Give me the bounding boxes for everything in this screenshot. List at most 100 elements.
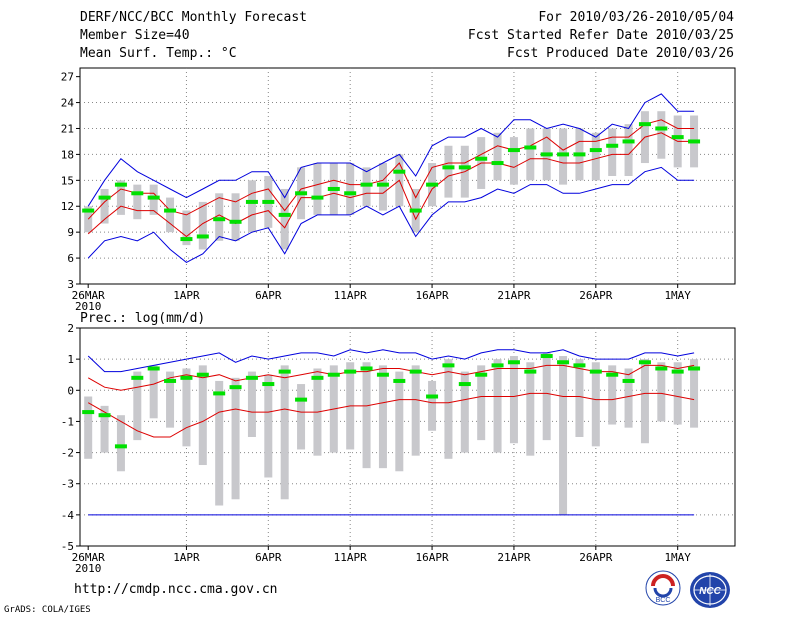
temp-y-tick-label: 21 [61, 122, 74, 135]
prec-spread-box [182, 368, 191, 447]
variable-label: Mean Surf. Temp.: °C [80, 46, 237, 61]
prec-spread-box [362, 362, 371, 469]
prec-spread-box [280, 365, 289, 500]
prec-spread-box [640, 359, 649, 444]
prec-y-tick-label: 1 [67, 353, 74, 366]
temp-x-tick-label: 26MAR [72, 289, 105, 302]
prec-observed-marker [262, 382, 275, 387]
prec-x-tick-label: 11APR [334, 551, 367, 564]
prec-spread-box [395, 371, 404, 472]
prec-spread-box [673, 362, 682, 425]
temp-observed-marker [638, 122, 651, 127]
prec-spread-box [411, 365, 420, 456]
prec-year-label: 2010 [75, 562, 102, 575]
temp-spread-box [166, 197, 175, 233]
temp-observed-marker [229, 219, 242, 224]
temp-observed-marker [98, 195, 111, 200]
prec-observed-marker [295, 397, 308, 402]
temp-spread-box [509, 137, 518, 185]
bcc-logo-text: BCC [656, 597, 671, 604]
temp-spread-box [231, 193, 240, 241]
prec-x-tick-label: 21APR [497, 551, 530, 564]
temp-observed-marker [426, 182, 439, 187]
prec-x-tick-label: 6APR [255, 551, 282, 564]
forecast-period: For 2010/03/26-2010/05/04 [538, 10, 734, 25]
prec-observed-marker [655, 366, 668, 371]
prec-spread-box [84, 396, 93, 459]
temp-spread-box [493, 132, 502, 181]
temp-spread-box [247, 180, 256, 233]
temp-observed-marker [688, 139, 701, 144]
prec-y-tick-label: -3 [61, 478, 74, 491]
temp-observed-marker [82, 208, 95, 213]
temp-observed-marker [180, 237, 193, 242]
prec-observed-marker [540, 354, 553, 359]
prec-observed-marker [114, 444, 127, 449]
temp-lower-line [87, 132, 695, 238]
prec-observed-marker [213, 391, 226, 396]
prec-observed-marker [475, 372, 488, 377]
prec-spread-box [526, 362, 535, 456]
prec-spread-box [509, 356, 518, 444]
temp-observed-marker [409, 208, 422, 213]
prec-spread-box [624, 368, 633, 428]
temp-observed-marker [622, 139, 635, 144]
temp-x-tick-label: 21APR [497, 289, 530, 302]
started-refer-date: Fcst Started Refer Date 2010/03/25 [467, 28, 734, 43]
temp-y-tick-label: 3 [67, 278, 74, 291]
prec-observed-marker [507, 360, 520, 365]
prec-y-tick-label: 0 [67, 384, 74, 397]
temp-y-tick-label: 18 [61, 148, 74, 161]
temp-observed-marker [327, 186, 340, 191]
prec-spread-box [247, 371, 256, 437]
temp-y-tick-label: 6 [67, 252, 74, 265]
temp-spread-box [313, 163, 322, 215]
prec-x-tick-label: 26APR [579, 551, 612, 564]
prec-observed-marker [82, 410, 95, 415]
temp-observed-marker [573, 152, 586, 157]
prec-observed-marker [638, 360, 651, 365]
temp-observed-marker [114, 182, 127, 187]
temp-x-tick-label: 16APR [416, 289, 449, 302]
prec-spread-box [575, 359, 584, 437]
temp-observed-marker [606, 143, 619, 148]
temp-observed-marker [245, 199, 258, 204]
temp-year-label: 2010 [75, 300, 102, 313]
prec-observed-marker [573, 363, 586, 368]
footer-url[interactable]: http://cmdp.ncc.cma.gov.cn [74, 582, 278, 597]
temp-observed-marker [540, 152, 553, 157]
prec-y-tick-label: -2 [61, 447, 74, 460]
chart-title: DERF/NCC/BCC Monthly Forecast [80, 10, 307, 25]
temp-observed-marker [360, 182, 373, 187]
prec-observed-marker [376, 372, 389, 377]
prec-spread-box [116, 415, 125, 472]
ncc-logo-text: NCC [699, 586, 721, 597]
temp-spread-box [116, 180, 125, 215]
temp-spread-box [559, 128, 568, 185]
temp-observed-marker [507, 148, 520, 153]
temp-spread-box [215, 193, 224, 241]
temp-spread-box [362, 167, 371, 207]
temp-spread-box [526, 128, 535, 181]
temp-y-tick-label: 12 [61, 200, 74, 213]
prec-observed-marker [131, 375, 144, 380]
prec-observed-marker [327, 372, 340, 377]
prec-y-tick-label: -4 [61, 509, 75, 522]
prec-observed-marker [491, 363, 504, 368]
prec-observed-marker [671, 369, 684, 374]
temp-spread-box [608, 128, 617, 176]
temp-spread-box [346, 163, 355, 215]
temp-spread-box [198, 201, 207, 250]
prec-observed-marker [442, 363, 455, 368]
prec-observed-marker [344, 369, 357, 374]
temp-observed-marker [475, 156, 488, 161]
prec-y-tick-label: -1 [61, 415, 74, 428]
temp-upper-line [87, 119, 695, 220]
temp-x-tick-label: 1MAY [664, 289, 691, 302]
prec-observed-marker [524, 369, 537, 374]
temp-spread-box [133, 184, 142, 220]
temp-observed-marker [278, 212, 291, 217]
prec-x-tick-label: 16APR [416, 551, 449, 564]
temp-plot-frame [79, 67, 736, 285]
